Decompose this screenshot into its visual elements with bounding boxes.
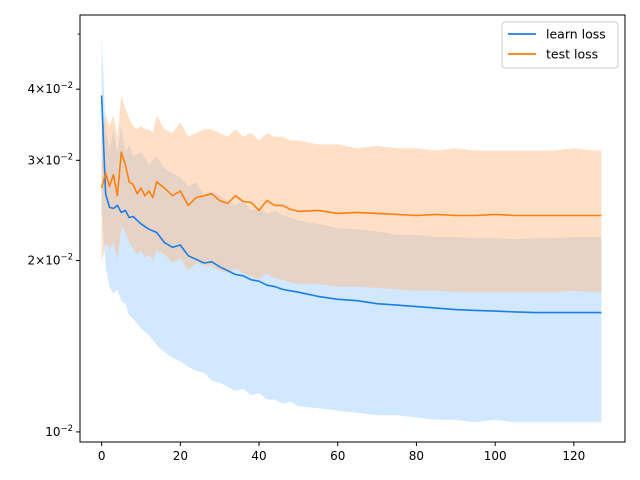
x-axis: 0 20 40 60 80 100 120 bbox=[98, 442, 585, 463]
y-tick-label: 2×10−2 bbox=[28, 253, 74, 268]
x-tick-label: 100 bbox=[484, 449, 507, 463]
legend-label: learn loss bbox=[546, 27, 606, 42]
x-tick-label: 120 bbox=[562, 449, 585, 463]
axes-frame bbox=[79, 14, 626, 443]
band-test-loss bbox=[101, 95, 602, 293]
y-tick-label: 10−2 bbox=[45, 424, 73, 439]
x-tick-label: 60 bbox=[330, 449, 345, 463]
x-tick-label: 20 bbox=[173, 449, 188, 463]
legend: learn loss test loss bbox=[501, 21, 619, 69]
y-axis: 10−2 2×10−2 3×10−2 4×10−2 bbox=[28, 33, 80, 439]
line-learn-loss bbox=[100, 95, 602, 314]
confidence-bands bbox=[101, 34, 602, 423]
x-tick-label: 40 bbox=[251, 449, 266, 463]
y-tick-label: 4×10−2 bbox=[28, 81, 74, 96]
x-tick-label: 80 bbox=[409, 449, 424, 463]
band-learn-loss bbox=[101, 34, 602, 423]
y-tick-label: 3×10−2 bbox=[28, 152, 74, 167]
series-lines bbox=[100, 95, 602, 314]
legend-label: test loss bbox=[546, 47, 598, 62]
line-test-loss bbox=[100, 151, 602, 217]
x-tick-label: 0 bbox=[98, 449, 106, 463]
